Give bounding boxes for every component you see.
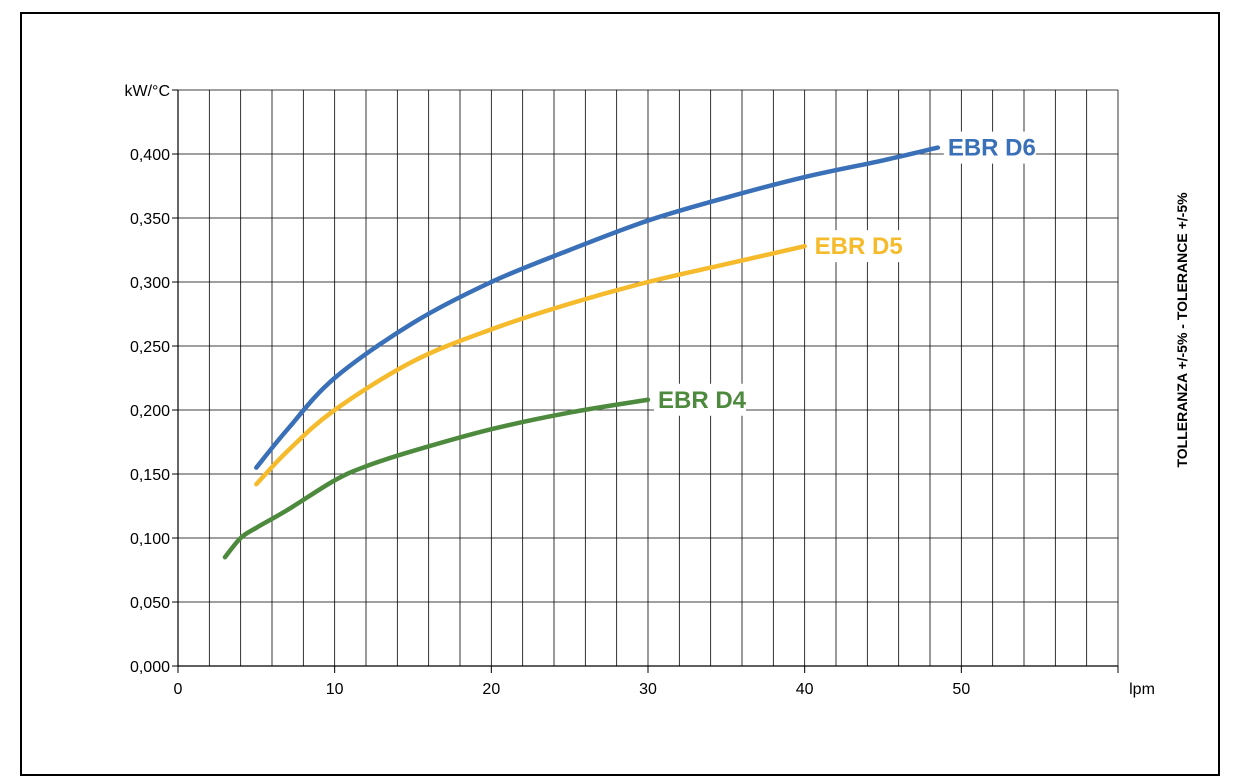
x-tick-label: 30: [639, 681, 657, 698]
series-label-background: [810, 230, 903, 263]
y-tick-label: 0,050: [130, 595, 170, 612]
series-line-ebr-d5: [254, 243, 807, 487]
y-tick-label: 0,250: [130, 339, 170, 356]
series-label-background: [943, 131, 1036, 164]
x-tick-label: 10: [326, 681, 344, 698]
series-labels: EBR D6 EBR D5 EBR D4: [654, 131, 1036, 416]
series-line-ebr-d6: [254, 145, 941, 470]
series-label-ebr-d4: EBR D4: [658, 387, 747, 414]
y-tick-label: 0,150: [130, 467, 170, 484]
y-tick-label: 0,100: [130, 531, 170, 548]
axes: [172, 89, 1119, 673]
series-label-ebr-d5: EBR D5: [815, 233, 903, 260]
y-tick-label: 0,400: [130, 147, 170, 164]
x-axis-label: lpm: [1129, 681, 1155, 698]
y-tick-label: 0,350: [130, 211, 170, 228]
x-tick-label: 20: [482, 681, 500, 698]
x-tick-label: 40: [796, 681, 814, 698]
y-tick-label: 0,300: [130, 275, 170, 292]
y-tick-label: 0,000: [130, 659, 170, 676]
tolerance-note: TOLLERANZA +/-5% - TOLERANCE +/-5%: [1174, 192, 1190, 468]
series-line-ebr-d4: [222, 397, 651, 560]
x-tick-label: 50: [952, 681, 970, 698]
series-label-background: [654, 383, 746, 416]
y-axis-label: kW/°C: [125, 83, 171, 100]
series-lines: [222, 145, 941, 560]
y-tick-label: 0,200: [130, 403, 170, 420]
series-label-ebr-d6: EBR D6: [948, 135, 1036, 162]
x-tick-label: 0: [174, 681, 183, 698]
grid-lines: [178, 89, 1119, 666]
tick-labels: 0,000 0,050 0,100 0,150 0,200 0,250 0,300 0,350…: [130, 147, 970, 698]
